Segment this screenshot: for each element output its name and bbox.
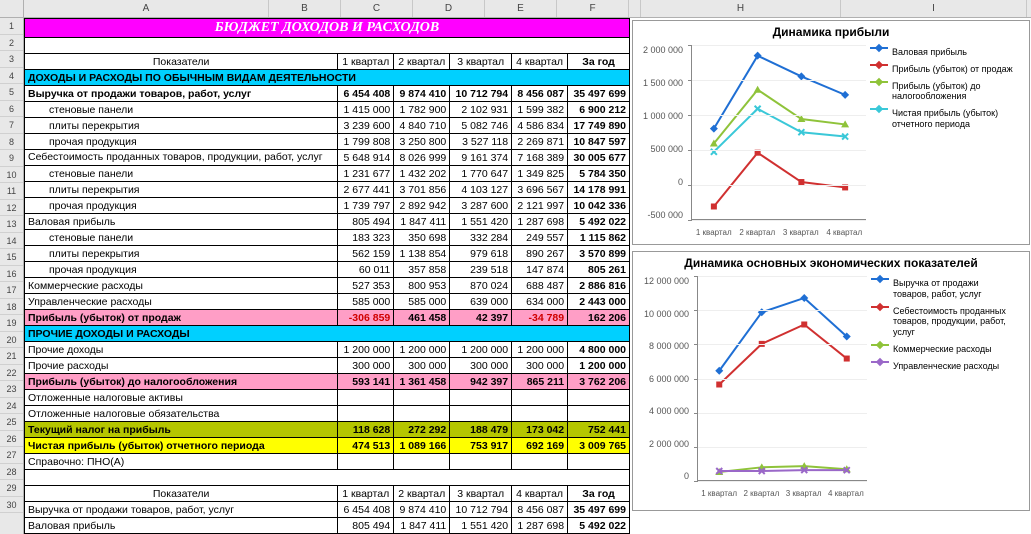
row-26[interactable]: 26: [0, 431, 23, 448]
col-A[interactable]: A: [24, 0, 269, 17]
legend-item: Валовая прибыль: [870, 47, 1014, 58]
row-headers: 1234567891011121314151617181920212223242…: [0, 18, 24, 534]
row-30[interactable]: 30: [0, 497, 23, 514]
col-G[interactable]: [629, 0, 641, 17]
row-21[interactable]: 21: [0, 348, 23, 365]
row-23[interactable]: 23: [0, 381, 23, 398]
legend-item: Себестоимость проданных товаров, продукц…: [871, 306, 1015, 338]
col-C[interactable]: C: [341, 0, 413, 17]
economic-indicators-chart[interactable]: Динамика основных экономических показате…: [632, 251, 1030, 511]
row-12[interactable]: 12: [0, 200, 23, 217]
chart1-legend: Валовая прибыль Прибыль (убыток) от прода…: [868, 41, 1018, 240]
col-I[interactable]: I: [841, 0, 1027, 17]
legend-item: Прибыль (убыток) от продаж: [870, 64, 1014, 75]
charts-panel: Динамика прибыли 2 000 0001 500 0001 000…: [630, 18, 1030, 534]
legend-item: Выручка от продажи товаров, работ, услуг: [871, 278, 1015, 300]
column-headers: A B C D E F H I: [0, 0, 1031, 18]
row-11[interactable]: 11: [0, 183, 23, 200]
row-2[interactable]: 2: [0, 35, 23, 52]
row-14[interactable]: 14: [0, 233, 23, 250]
row-25[interactable]: 25: [0, 414, 23, 431]
row-18[interactable]: 18: [0, 299, 23, 316]
chart1-x-labels: 1 квартал2 квартал3 квартал4 квартал: [692, 228, 866, 237]
legend-item: Чистая прибыль (убыток) отчетного период…: [870, 108, 1014, 130]
row-20[interactable]: 20: [0, 332, 23, 349]
row-15[interactable]: 15: [0, 249, 23, 266]
row-17[interactable]: 17: [0, 282, 23, 299]
row-16[interactable]: 16: [0, 266, 23, 283]
chart1-plot: 1 квартал2 квартал3 квартал4 квартал: [691, 45, 866, 220]
chart2-title: Динамика основных экономических показате…: [633, 252, 1029, 272]
chart1-y-labels: 2 000 0001 500 0001 000 000500 0000-500 …: [633, 41, 685, 240]
col-H[interactable]: H: [641, 0, 841, 17]
budget-table[interactable]: БЮДЖЕТ ДОХОДОВ И РАСХОДОВПоказатели1 ква…: [24, 18, 630, 534]
row-8[interactable]: 8: [0, 134, 23, 151]
col-F[interactable]: F: [557, 0, 629, 17]
chart2-legend: Выручка от продажи товаров, работ, услуг…: [869, 272, 1019, 501]
row-5[interactable]: 5: [0, 84, 23, 101]
row-27[interactable]: 27: [0, 447, 23, 464]
chart2-plot: 1 квартал2 квартал3 квартал4 квартал: [697, 276, 867, 481]
row-6[interactable]: 6: [0, 101, 23, 118]
chart2-x-labels: 1 квартал2 квартал3 квартал4 квартал: [698, 489, 867, 498]
col-D[interactable]: D: [413, 0, 485, 17]
profit-dynamics-chart[interactable]: Динамика прибыли 2 000 0001 500 0001 000…: [632, 20, 1030, 245]
row-3[interactable]: 3: [0, 51, 23, 68]
row-29[interactable]: 29: [0, 480, 23, 497]
col-E[interactable]: E: [485, 0, 557, 17]
legend-item: Прибыль (убыток) до налогообложения: [870, 81, 1014, 103]
row-4[interactable]: 4: [0, 68, 23, 85]
chart1-title: Динамика прибыли: [633, 21, 1029, 41]
row-28[interactable]: 28: [0, 464, 23, 481]
row-13[interactable]: 13: [0, 216, 23, 233]
row-24[interactable]: 24: [0, 398, 23, 415]
legend-item: Управленческие расходы: [871, 361, 1015, 372]
row-10[interactable]: 10: [0, 167, 23, 184]
legend-item: Коммерческие расходы: [871, 344, 1015, 355]
row-9[interactable]: 9: [0, 150, 23, 167]
row-7[interactable]: 7: [0, 117, 23, 134]
row-1[interactable]: 1: [0, 18, 23, 35]
row-22[interactable]: 22: [0, 365, 23, 382]
budget-table-panel: БЮДЖЕТ ДОХОДОВ И РАСХОДОВПоказатели1 ква…: [24, 18, 630, 534]
chart2-y-labels: 12 000 00010 000 0008 000 0006 000 0004 …: [633, 272, 691, 501]
row-19[interactable]: 19: [0, 315, 23, 332]
col-B[interactable]: B: [269, 0, 341, 17]
